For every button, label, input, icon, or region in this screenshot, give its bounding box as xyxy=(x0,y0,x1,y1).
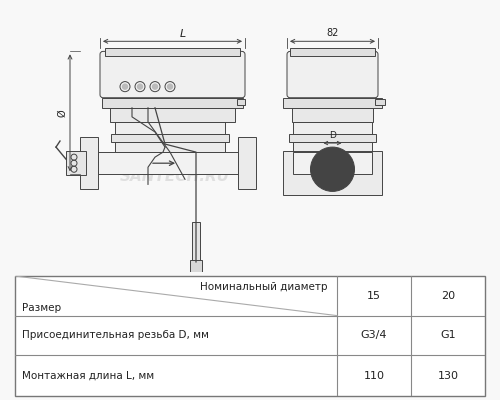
Text: D: D xyxy=(329,131,336,140)
Bar xyxy=(115,122,225,134)
Bar xyxy=(289,152,376,174)
Bar xyxy=(192,222,200,262)
Text: SANTECH.RU: SANTECH.RU xyxy=(120,169,230,184)
Bar xyxy=(111,134,229,142)
Text: Присоединительная резьба D, мм: Присоединительная резьба D, мм xyxy=(22,330,209,340)
FancyBboxPatch shape xyxy=(100,51,245,98)
Bar xyxy=(283,151,382,196)
Text: G3/4: G3/4 xyxy=(361,330,388,340)
Circle shape xyxy=(318,155,346,183)
Bar xyxy=(80,137,98,189)
Text: 110: 110 xyxy=(364,370,384,381)
Circle shape xyxy=(152,84,158,89)
Bar xyxy=(375,99,385,105)
Bar xyxy=(237,99,245,105)
Bar xyxy=(293,152,372,174)
Bar xyxy=(290,48,375,56)
Bar xyxy=(190,260,202,272)
Text: 15: 15 xyxy=(367,291,381,301)
Bar xyxy=(292,108,373,122)
Text: L: L xyxy=(180,29,186,39)
Bar xyxy=(115,142,225,152)
Circle shape xyxy=(310,147,354,192)
Circle shape xyxy=(122,84,128,89)
Text: 20: 20 xyxy=(441,291,455,301)
Bar xyxy=(238,137,256,189)
Text: Ø: Ø xyxy=(57,109,67,117)
Text: Размер: Размер xyxy=(22,303,61,313)
Text: Номинальный диаметр: Номинальный диаметр xyxy=(200,282,328,292)
Circle shape xyxy=(168,84,172,89)
Bar xyxy=(289,134,376,142)
FancyBboxPatch shape xyxy=(287,51,378,98)
Circle shape xyxy=(138,84,142,89)
Circle shape xyxy=(324,161,340,177)
Bar xyxy=(66,151,86,175)
Bar xyxy=(110,108,235,122)
Text: 82: 82 xyxy=(326,28,338,38)
Bar xyxy=(98,152,238,174)
Text: G1: G1 xyxy=(440,330,456,340)
Bar xyxy=(293,122,372,134)
Bar xyxy=(293,142,372,152)
Bar xyxy=(283,98,382,108)
Text: Монтажная длина L, мм: Монтажная длина L, мм xyxy=(22,370,154,381)
Bar xyxy=(105,48,240,56)
Text: 130: 130 xyxy=(438,370,458,381)
Bar xyxy=(102,98,243,108)
